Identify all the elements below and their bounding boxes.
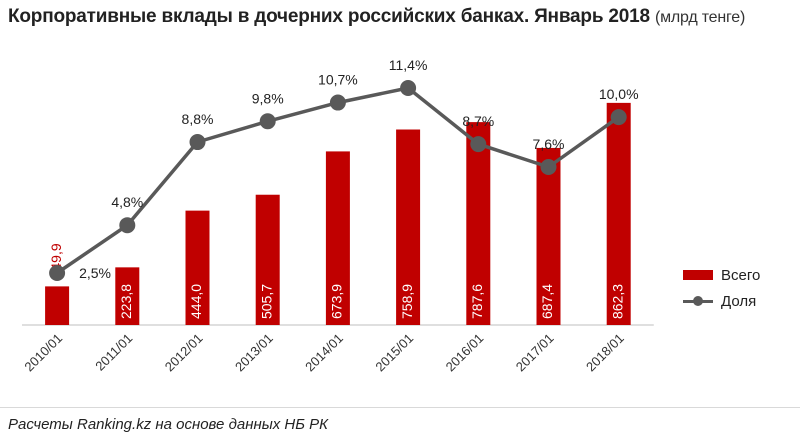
bar-value-label: 505,7 xyxy=(258,284,274,319)
line-point-2010/01 xyxy=(49,265,66,281)
legend-line-label: Доля xyxy=(721,292,757,310)
bar-value-label: 687,4 xyxy=(539,284,555,319)
line-value-label: 8,7% xyxy=(462,113,494,129)
line-point-2011/01 xyxy=(119,217,136,234)
bar-value-label: 787,6 xyxy=(469,284,485,319)
chart-title: Корпоративные вклады в дочерних российск… xyxy=(8,6,745,28)
x-tick-label: 2012/01 xyxy=(162,331,206,375)
bar-2010/01 xyxy=(45,286,70,325)
source-note: Расчеты Ranking.kz на основе данных НБ Р… xyxy=(8,416,329,433)
legend-item-line: Доля xyxy=(683,288,760,314)
line-value-label: 9,8% xyxy=(252,90,284,106)
bar-2016/01 xyxy=(466,122,491,325)
line-value-label: 2,5% xyxy=(79,265,111,281)
x-tick-label: 2018/01 xyxy=(583,331,627,375)
line-point-2014/01 xyxy=(329,94,346,111)
line-value-label: 10,0% xyxy=(599,86,639,102)
footer-divider xyxy=(0,407,800,408)
bar-value-label: 758,9 xyxy=(399,284,415,319)
bar-value-label: 223,8 xyxy=(118,284,134,319)
bar-2018/01 xyxy=(606,102,631,325)
line-point-2017/01 xyxy=(540,158,557,175)
line-point-2016/01 xyxy=(470,136,487,153)
line-value-label: 4,8% xyxy=(111,194,143,210)
line-value-label: 10,7% xyxy=(318,72,358,88)
legend-bar-swatch xyxy=(683,270,713,280)
x-tick-label: 2011/01 xyxy=(92,331,135,374)
x-tick-label: 2010/01 xyxy=(21,331,65,375)
x-tick-label: 2015/01 xyxy=(372,331,416,375)
line-value-label: 7,6% xyxy=(533,136,565,152)
legend-item-bars: Всего xyxy=(683,262,760,288)
line-value-label: 11,4% xyxy=(389,57,428,73)
bar-2014/01 xyxy=(325,151,350,325)
x-tick-label: 2014/01 xyxy=(302,331,346,375)
bar-2012/01 xyxy=(185,210,210,325)
bar-value-label: 673,9 xyxy=(329,284,345,319)
x-tick-label: 2013/01 xyxy=(232,331,276,375)
line-value-label: 8,8% xyxy=(182,111,214,127)
line-point-2018/01 xyxy=(610,109,627,126)
legend-bar-label: Всего xyxy=(721,266,761,284)
line-point-2015/01 xyxy=(400,80,417,96)
bar-2011/01 xyxy=(115,267,140,325)
bar-value-label: 862,3 xyxy=(609,284,625,319)
line-point-2012/01 xyxy=(189,134,206,151)
bar-2015/01 xyxy=(396,129,421,325)
chart-unit: (млрд тенге) xyxy=(654,9,746,26)
chart-title-text: Корпоративные вклады в дочерних российск… xyxy=(8,6,650,27)
bar-value-label: 444,0 xyxy=(188,284,204,319)
x-tick-label: 2017/01 xyxy=(513,331,557,375)
bar-2017/01 xyxy=(536,147,561,325)
legend-line-swatch xyxy=(683,295,713,307)
line-point-2013/01 xyxy=(259,113,276,130)
chart-legend: Всего Доля xyxy=(683,262,760,314)
x-tick-label: 2016/01 xyxy=(443,331,487,375)
bar-2013/01 xyxy=(255,194,280,325)
